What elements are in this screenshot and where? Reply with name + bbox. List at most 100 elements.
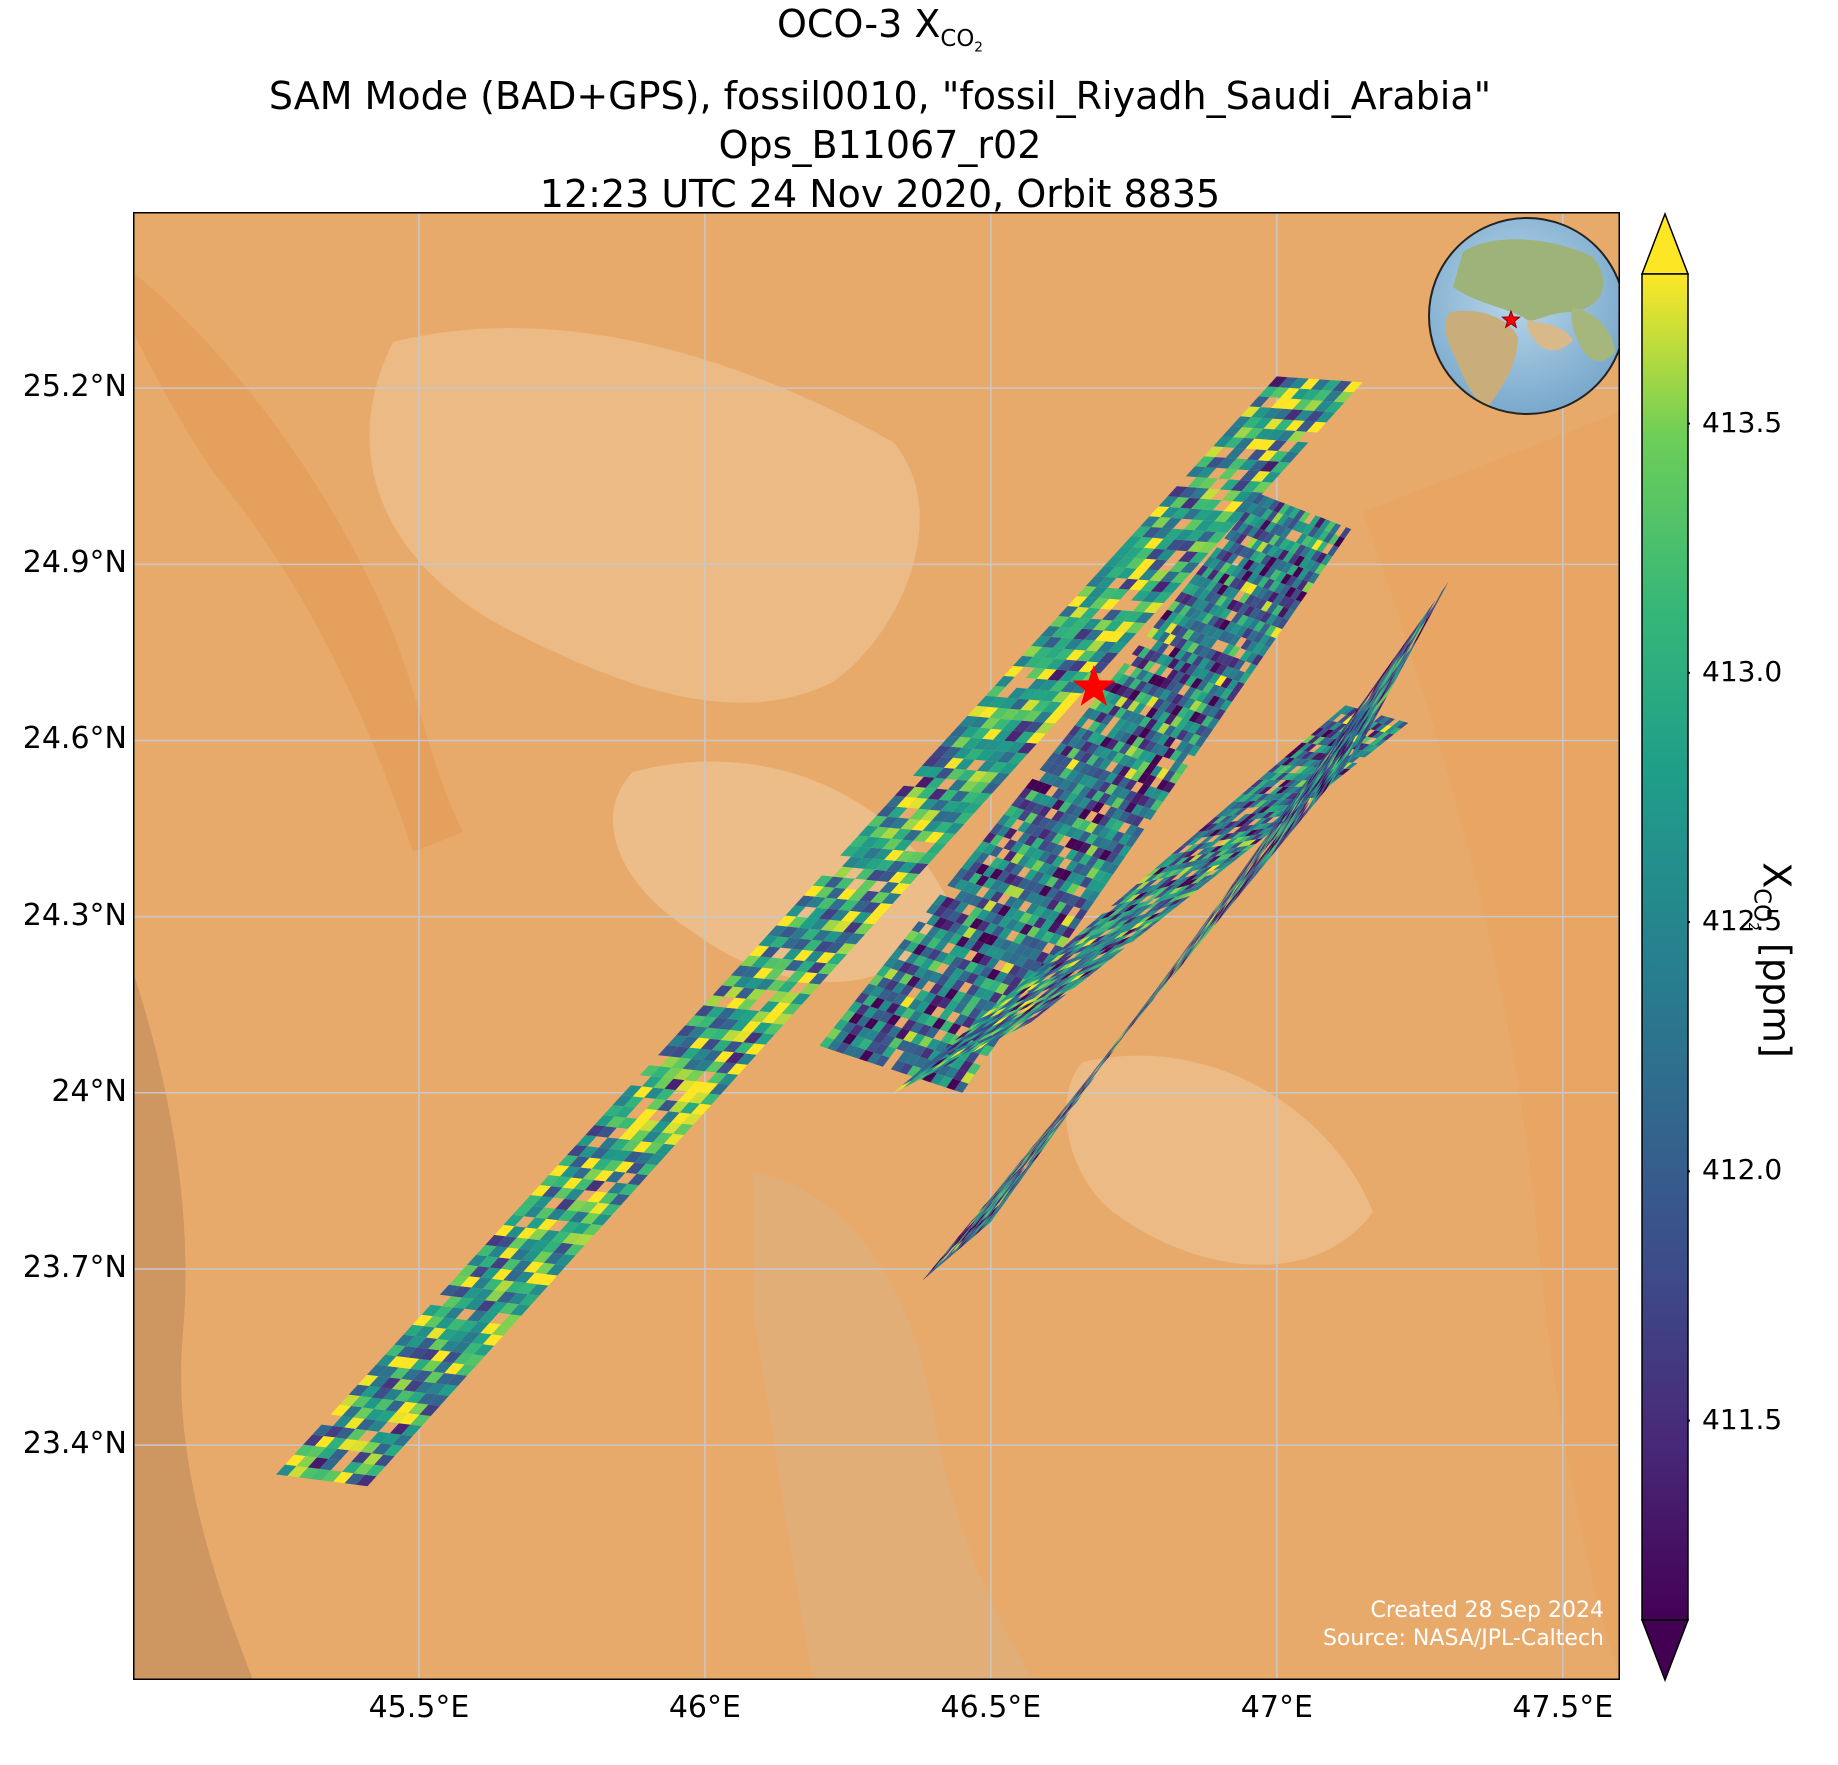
sounding-cell bbox=[1014, 955, 1029, 968]
sounding-cell bbox=[614, 1106, 635, 1118]
sounding-cell bbox=[1201, 704, 1214, 716]
sounding-cell bbox=[1178, 551, 1198, 563]
sounding-cell bbox=[1329, 523, 1341, 535]
sounding-cell bbox=[1105, 566, 1126, 578]
sounding-cell bbox=[1027, 1139, 1040, 1155]
sounding-cell bbox=[1017, 889, 1032, 901]
sounding-cell bbox=[1158, 620, 1172, 632]
sounding-cell bbox=[904, 930, 919, 942]
sounding-cell bbox=[1052, 1107, 1066, 1123]
sounding-cell bbox=[989, 879, 1004, 892]
sounding-cell bbox=[525, 1272, 547, 1285]
sounding-cell bbox=[1197, 919, 1211, 938]
sounding-cell bbox=[1157, 631, 1171, 643]
sounding-cell bbox=[1011, 1021, 1029, 1033]
sounding-cell bbox=[1121, 920, 1138, 930]
sounding-cell bbox=[1098, 815, 1112, 827]
sounding-cell bbox=[968, 872, 983, 884]
sounding-cell bbox=[1128, 882, 1144, 892]
sounding-cell bbox=[996, 825, 1011, 837]
sounding-cell bbox=[1030, 1000, 1047, 1012]
sounding-cell bbox=[1005, 918, 1019, 931]
sounding-cell bbox=[835, 1042, 851, 1054]
sounding-cell bbox=[1102, 1044, 1116, 1061]
sounding-cell bbox=[1071, 794, 1085, 807]
sounding-cell bbox=[1315, 755, 1329, 777]
sounding-cell bbox=[1194, 520, 1215, 532]
sounding-cell bbox=[1189, 552, 1209, 563]
sounding-cell bbox=[980, 717, 1001, 729]
sounding-cell bbox=[1278, 503, 1291, 515]
sounding-cell bbox=[707, 1017, 728, 1029]
sounding-cell bbox=[1154, 974, 1168, 993]
sounding-cell bbox=[842, 856, 863, 868]
sounding-cell bbox=[1258, 848, 1272, 869]
sounding-cell bbox=[1186, 932, 1200, 951]
sounding-cell bbox=[1056, 986, 1073, 997]
sounding-cell bbox=[848, 1012, 864, 1025]
sounding-cell bbox=[1145, 915, 1161, 925]
sounding-cell bbox=[1148, 882, 1164, 892]
sounding-cell bbox=[1306, 421, 1327, 433]
sounding-cell bbox=[1151, 629, 1165, 641]
sounding-cell bbox=[975, 897, 990, 910]
sounding-cell bbox=[1264, 625, 1277, 637]
sounding-cell bbox=[1147, 985, 1161, 1003]
sounding-cell bbox=[337, 1438, 358, 1451]
sounding-cell bbox=[1114, 696, 1128, 708]
sounding-cell bbox=[884, 979, 899, 992]
sounding-cell bbox=[432, 1361, 454, 1373]
sounding-cell bbox=[1226, 874, 1240, 894]
sounding-cell bbox=[1040, 1123, 1053, 1139]
sounding-cell bbox=[1057, 950, 1074, 961]
sounding-cell bbox=[535, 1207, 556, 1219]
sounding-cell bbox=[1037, 817, 1052, 829]
sounding-cell bbox=[964, 1220, 977, 1235]
sounding-cell bbox=[1201, 922, 1215, 941]
sounding-cell bbox=[1168, 898, 1184, 907]
sounding-cell bbox=[1252, 417, 1273, 429]
sounding-cell bbox=[1000, 1011, 1019, 1023]
sounding-cell bbox=[914, 776, 935, 788]
sounding-cell bbox=[1037, 828, 1052, 840]
sounding-cell bbox=[1213, 858, 1228, 866]
sounding-cell bbox=[999, 1008, 1018, 1020]
sounding-cell bbox=[1193, 858, 1209, 866]
sounding-cell bbox=[1315, 752, 1330, 774]
sounding-cell bbox=[1208, 911, 1222, 931]
sounding-cell bbox=[814, 886, 835, 898]
sounding-cell bbox=[1271, 397, 1291, 409]
sounding-cell bbox=[1026, 732, 1046, 744]
sounding-cell bbox=[1227, 657, 1240, 669]
sounding-cell bbox=[1280, 387, 1300, 399]
sounding-cell bbox=[1107, 942, 1124, 952]
sounding-cell bbox=[924, 1015, 939, 1027]
sounding-cell bbox=[426, 1383, 447, 1395]
sounding-cell bbox=[1002, 1174, 1015, 1189]
sounding-cell bbox=[1034, 657, 1055, 669]
sounding-cell bbox=[1150, 640, 1164, 652]
sounding-cell bbox=[519, 1294, 540, 1306]
sounding-cell bbox=[960, 726, 981, 738]
sounding-cell bbox=[1203, 916, 1217, 935]
sounding-cell bbox=[1159, 971, 1173, 990]
sounding-cell bbox=[943, 757, 964, 769]
sounding-cell bbox=[947, 922, 963, 934]
sounding-cell bbox=[866, 869, 887, 881]
sounding-cell bbox=[1176, 875, 1192, 884]
sounding-cell bbox=[823, 876, 844, 888]
sounding-cell bbox=[951, 1239, 964, 1253]
sounding-cell bbox=[1130, 758, 1144, 771]
sounding-cell bbox=[1206, 859, 1221, 868]
sounding-cell bbox=[781, 1003, 802, 1015]
sounding-cell bbox=[1129, 917, 1146, 927]
sounding-cell bbox=[1248, 853, 1262, 874]
sounding-cell bbox=[521, 1195, 542, 1207]
sounding-cell bbox=[891, 982, 907, 994]
sounding-cell bbox=[1055, 935, 1069, 948]
sounding-cell bbox=[1375, 724, 1388, 732]
sounding-cell bbox=[1248, 607, 1261, 619]
sounding-cell bbox=[1228, 846, 1243, 854]
sounding-cell bbox=[1134, 1000, 1148, 1018]
sounding-cell bbox=[1032, 905, 1047, 917]
